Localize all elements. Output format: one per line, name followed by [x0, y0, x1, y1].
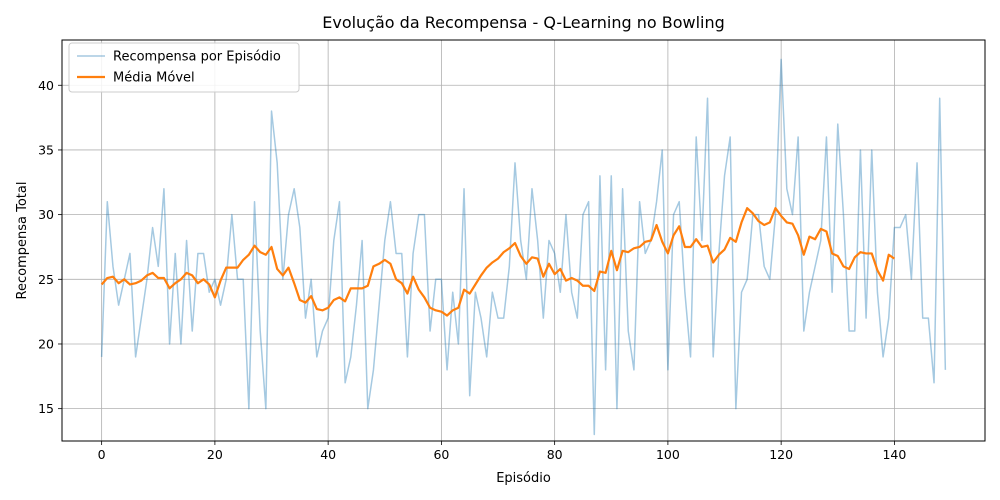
ticks: 0 20 40 60 80 100 120 140 15 20 25 30 35 40	[38, 78, 906, 462]
x-tick-label: 0	[98, 447, 106, 462]
legend: Recompensa por Episódio Média Móvel	[68, 42, 300, 93]
x-tick-label: 80	[547, 447, 563, 462]
x-tick-label: 40	[320, 447, 336, 462]
series-moving-average-line	[100, 207, 896, 317]
y-tick-label: 25	[38, 272, 54, 287]
x-tick-label: 120	[769, 447, 793, 462]
x-axis-label: Episódio	[496, 471, 551, 486]
plot-frame	[61, 39, 986, 442]
x-tick-label: 140	[882, 447, 906, 462]
series-episode-reward-line	[100, 58, 947, 436]
grid	[62, 40, 985, 441]
chart-title: Evolução da Recompensa - Q-Learning no B…	[322, 13, 725, 32]
x-tick-label: 100	[656, 447, 680, 462]
x-tick-label: 60	[433, 447, 449, 462]
legend-label-moving-average: Média Móvel	[113, 71, 195, 86]
legend-box	[68, 42, 300, 93]
y-tick-label: 30	[38, 207, 54, 222]
y-tick-label: 20	[38, 336, 54, 351]
y-tick-label: 35	[38, 142, 54, 157]
x-tick-label: 20	[207, 447, 223, 462]
series-layer	[100, 58, 947, 436]
y-axis-label: Recompensa Total	[15, 182, 30, 300]
y-tick-label: 40	[38, 78, 54, 93]
legend-label-episode: Recompensa por Episódio	[113, 50, 281, 65]
y-tick-label: 15	[38, 401, 54, 416]
